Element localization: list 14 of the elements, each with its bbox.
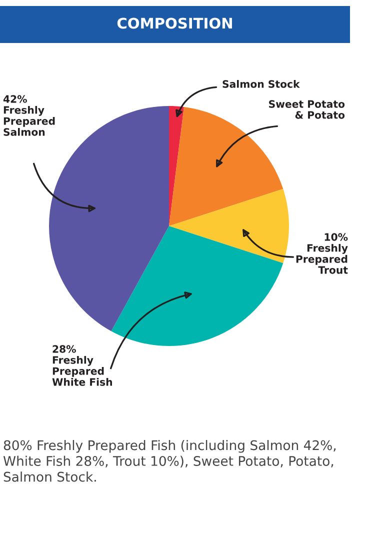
- slice-label: Salmon Stock: [222, 80, 300, 88]
- slice-label: Freshly Prepared White Fish: [52, 356, 112, 386]
- slice-label: Freshly Prepared Trout: [296, 244, 348, 274]
- pie-slice: [169, 188, 289, 264]
- pie-slice: [169, 106, 184, 226]
- data-label: 10%: [324, 233, 348, 241]
- chart-title: COMPOSITION: [117, 18, 232, 29]
- data-label: 42%: [3, 95, 27, 103]
- text: 80% Freshly Prepared Fish (including Salmon 42%, White Fish 28%, Trout 10%), Sweet Potato, Potato, Salmon Stock.: [3, 440, 336, 482]
- slice-label: Freshly Prepared Salmon: [4, 106, 55, 136]
- pie-slice: [111, 226, 284, 346]
- data-label: 28%: [52, 345, 76, 353]
- slice-label: Sweet Potato & Potato: [269, 100, 345, 119]
- pie-slice: [169, 106, 284, 226]
